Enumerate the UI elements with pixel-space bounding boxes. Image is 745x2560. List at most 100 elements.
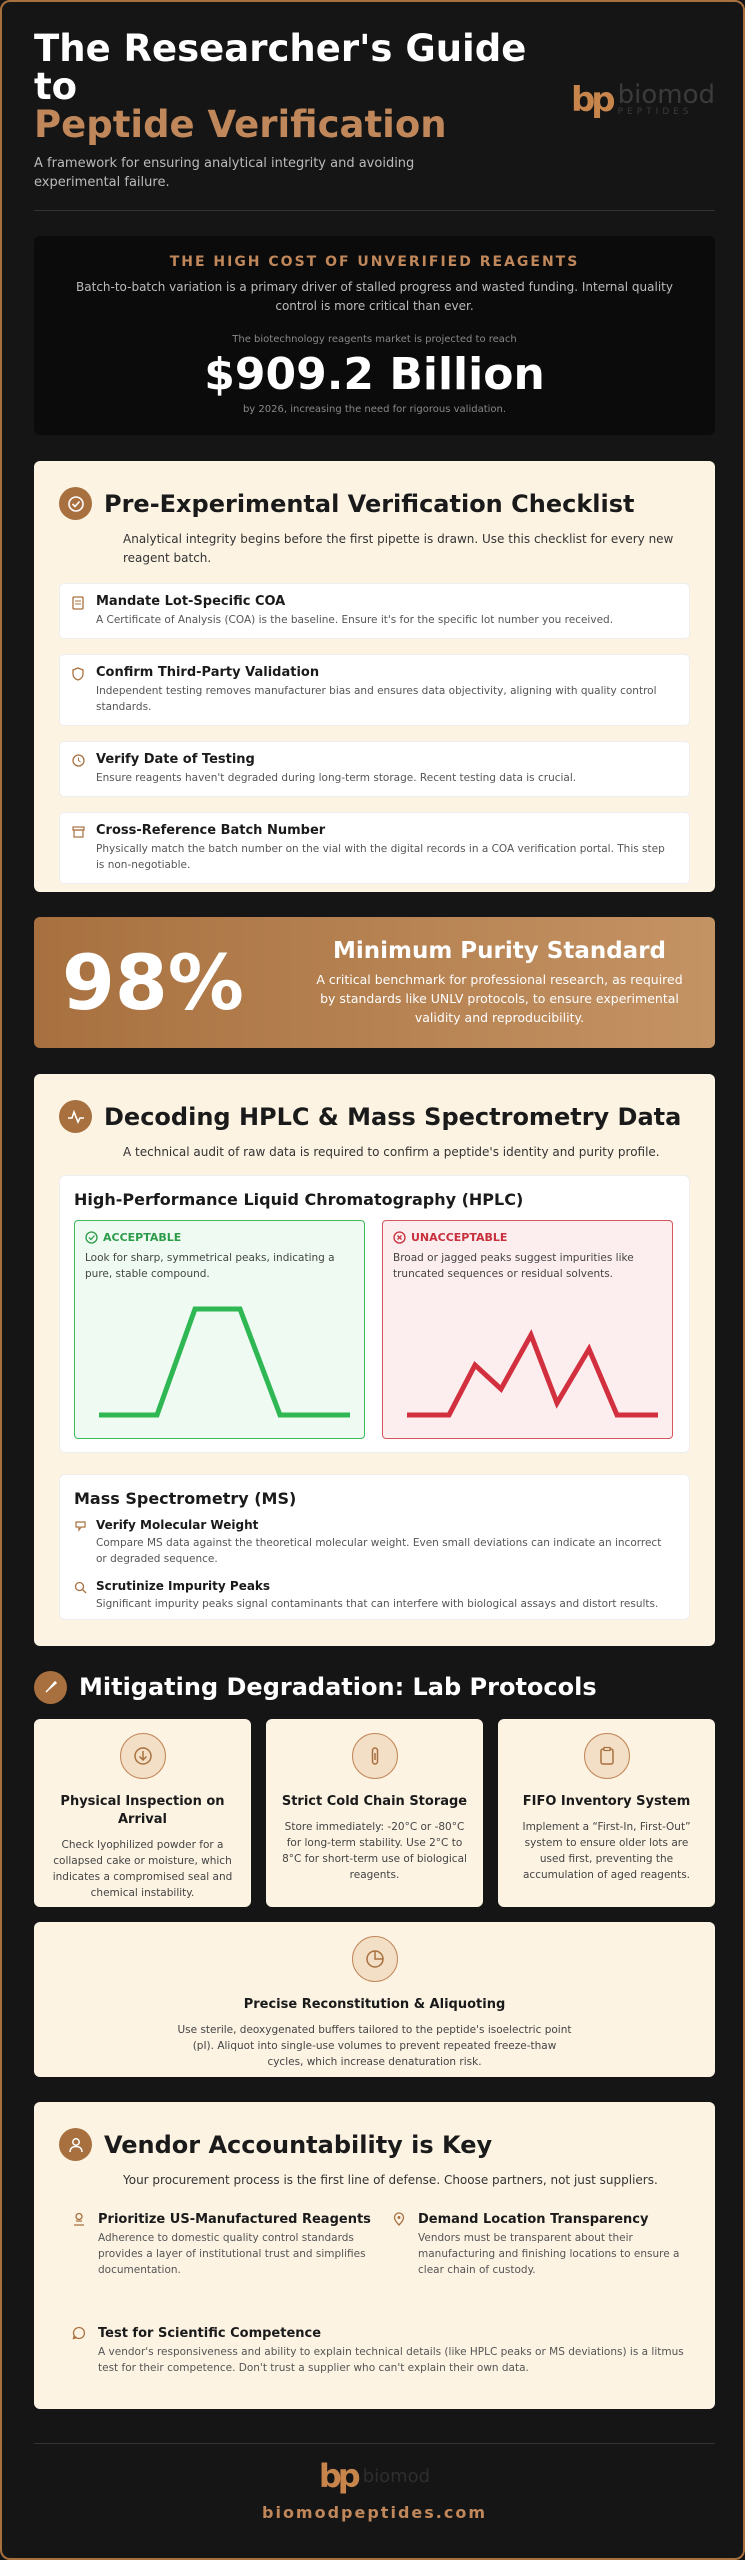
projection-intro: The biotechnology reagents market is pro… bbox=[232, 334, 517, 345]
purity-info: Minimum Purity Standard A critical bench… bbox=[312, 938, 687, 1027]
logo-name: biomod bbox=[617, 80, 715, 110]
icon bbox=[34, 1670, 67, 1704]
analysis-card: Decoding HPLC & Mass Spectrometry Data A… bbox=[34, 1074, 715, 1646]
vendor-item: Prioritize US-Manufactured Reagents Adher… bbox=[72, 2212, 372, 2278]
degradation-heading: Mitigating Degradation: Lab Protocols bbox=[34, 1669, 715, 1705]
item-text: Independent testing removes manufacturer… bbox=[96, 685, 657, 713]
icon bbox=[119, 1733, 166, 1779]
intro: A technical audit of raw data is require… bbox=[123, 1145, 660, 1159]
item-title: Verify Molecular Weight bbox=[96, 1518, 259, 1532]
item-title: Verify Date of Testing bbox=[96, 752, 255, 767]
acceptable-panel: ACCEPTABLE Look for sharp, symmetrical p… bbox=[74, 1220, 365, 1439]
icon bbox=[59, 1100, 92, 1133]
ms-title: Mass Spectrometry (MS) bbox=[74, 1489, 297, 1508]
item-title: Mandate Lot-Specific COA bbox=[96, 594, 286, 609]
footer-url: biomodpeptides.com bbox=[262, 2503, 487, 2522]
section-title: Decoding HPLC & Mass Spectrometry Data bbox=[59, 1100, 690, 1133]
protocol-card: Strict Cold Chain Storage Store immediate… bbox=[266, 1719, 483, 1907]
chromatogram bbox=[407, 1329, 658, 1418]
item-title: Scrutinize Impurity Peaks bbox=[96, 1579, 271, 1593]
item-title: Cross-Reference Batch Number bbox=[96, 823, 326, 838]
card-title: Precise Reconstitution & Aliquoting bbox=[243, 1997, 506, 2012]
chromatogram bbox=[99, 1306, 350, 1418]
footer-logo: bp biomod bbox=[34, 2457, 715, 2495]
section-title: Vendor Accountability is Key bbox=[59, 2128, 690, 2161]
title: The Researcher's Guide bbox=[34, 27, 527, 70]
panel-text: Look for sharp, symmetrical peaks, indic… bbox=[85, 1252, 335, 1280]
checklist-card: Pre-Experimental Verification Checklist … bbox=[34, 461, 715, 892]
item-text: A Certificate of Analysis (COA) is the b… bbox=[96, 614, 614, 626]
card-title: Strict Cold Chain Storage bbox=[281, 1794, 468, 1809]
ms-box: Mass Spectrometry (MS) Verify Molecular … bbox=[59, 1474, 690, 1620]
logo-mark: bp bbox=[570, 80, 616, 120]
subtitle: A framework for ensuring analytical inte… bbox=[34, 156, 415, 190]
purity-banner: 98% Minimum Purity Standard A critical b… bbox=[34, 917, 715, 1048]
projection-note: by 2026, increasing the need for rigorou… bbox=[242, 404, 507, 415]
title: to bbox=[34, 65, 78, 108]
footer: bp biomod biomodpeptides.com bbox=[34, 2457, 715, 2547]
label-text: UNACCEPTABLE bbox=[411, 1231, 508, 1244]
item-text: Vendors must be transparent about their … bbox=[418, 2232, 680, 2276]
card-title: Physical Inspection on Arrival bbox=[60, 1794, 225, 1827]
section-title: Pre-Experimental Verification Checklist bbox=[59, 487, 690, 520]
purity-value: 98% bbox=[62, 938, 244, 1027]
title-text: Decoding HPLC & Mass Spectrometry Data bbox=[104, 1102, 682, 1131]
protocol-card: Physical Inspection on Arrival Check lyop… bbox=[34, 1719, 251, 1907]
item-title: Confirm Third-Party Validation bbox=[96, 665, 320, 680]
item-text: A vendor's responsiveness and ability to… bbox=[98, 2346, 684, 2374]
icon bbox=[583, 1733, 630, 1779]
item-text: Physically match the batch number on the… bbox=[96, 843, 665, 871]
item-text: Significant impurity peaks signal contam… bbox=[96, 1598, 659, 1610]
ms-item: Scrutinize Impurity Peaks Significant imp… bbox=[74, 1575, 675, 1616]
card-text: Check lyophilized powder for a collapsed… bbox=[52, 1839, 233, 1899]
card-text: Use sterile, deoxygenated buffers tailor… bbox=[177, 2024, 572, 2068]
intro: Your procurement process is the first li… bbox=[123, 2173, 658, 2187]
cost-text: Batch-to-batch variation is a primary dr… bbox=[76, 280, 673, 313]
divider bbox=[34, 2443, 715, 2444]
checklist-item: Cross-Reference Batch Number Physically m… bbox=[59, 812, 690, 884]
item-title: Demand Location Transparency bbox=[418, 2212, 649, 2227]
purity-title: Minimum Purity Standard bbox=[332, 938, 667, 964]
header: The Researcher's Guide to Peptide Verifi… bbox=[34, 30, 715, 210]
title-highlight: Peptide Verification bbox=[34, 103, 447, 146]
item-text: Ensure reagents haven't degraded during … bbox=[96, 772, 577, 784]
icon bbox=[59, 487, 92, 520]
logo-text: biomod PEPTIDES bbox=[617, 80, 715, 117]
panel-text: Broad or jagged peaks suggest impurities… bbox=[393, 1252, 634, 1280]
panel-label: ACCEPTABLE bbox=[85, 1231, 354, 1244]
title-text: Mitigating Degradation: Lab Protocols bbox=[79, 1673, 597, 1701]
hplc-title: High-Performance Liquid Chromatography (… bbox=[74, 1190, 524, 1209]
projection-amount: $909.2 Billion bbox=[204, 349, 545, 400]
purity-text: A critical benchmark for professional re… bbox=[316, 972, 683, 1025]
item-title: Prioritize US-Manufactured Reagents bbox=[98, 2212, 371, 2227]
cost-box: THE HIGH COST OF UNVERIFIED REAGENTS Bat… bbox=[34, 236, 715, 435]
protocol-card: FIFO Inventory System Implement a “First-… bbox=[498, 1719, 715, 1907]
title-text: Vendor Accountability is Key bbox=[104, 2130, 493, 2159]
vendor-item: Demand Location Transparency Vendors must… bbox=[392, 2212, 692, 2278]
item-text: Compare MS data against the theoretical … bbox=[96, 1537, 662, 1565]
logo-name: biomod bbox=[362, 2465, 431, 2487]
card-title: FIFO Inventory System bbox=[522, 1794, 691, 1809]
title-text: Pre-Experimental Verification Checklist bbox=[104, 489, 635, 518]
cost-heading: THE HIGH COST OF UNVERIFIED REAGENTS bbox=[169, 254, 580, 270]
panel-label: UNACCEPTABLE bbox=[393, 1231, 662, 1244]
divider bbox=[34, 210, 715, 211]
item-text: Adherence to domestic quality control st… bbox=[98, 2232, 366, 2276]
logo: bp biomod PEPTIDES bbox=[571, 80, 715, 120]
card-text: Implement a “First-In, First-Out” system… bbox=[522, 1821, 691, 1881]
ms-item: Verify Molecular Weight Compare MS data a… bbox=[74, 1514, 675, 1571]
icon bbox=[59, 2128, 92, 2161]
hplc-box: High-Performance Liquid Chromatography (… bbox=[59, 1175, 690, 1453]
vendor-item: Test for Scientific Competence A vendor's… bbox=[72, 2326, 690, 2376]
item-title: Test for Scientific Competence bbox=[98, 2326, 322, 2341]
logo-mark: bp bbox=[318, 2457, 361, 2495]
intro: Analytical integrity begins before the f… bbox=[123, 532, 674, 565]
logo-tagline: PEPTIDES bbox=[617, 107, 693, 117]
icon bbox=[351, 1733, 398, 1779]
icon bbox=[351, 1936, 398, 1982]
label-text: ACCEPTABLE bbox=[103, 1231, 182, 1244]
vendor-card: Vendor Accountability is Key Your procur… bbox=[34, 2102, 715, 2409]
checklist-item: Confirm Third-Party Validation Independen… bbox=[59, 654, 690, 726]
checklist-item: Mandate Lot-Specific COA A Certificate of… bbox=[59, 583, 690, 639]
